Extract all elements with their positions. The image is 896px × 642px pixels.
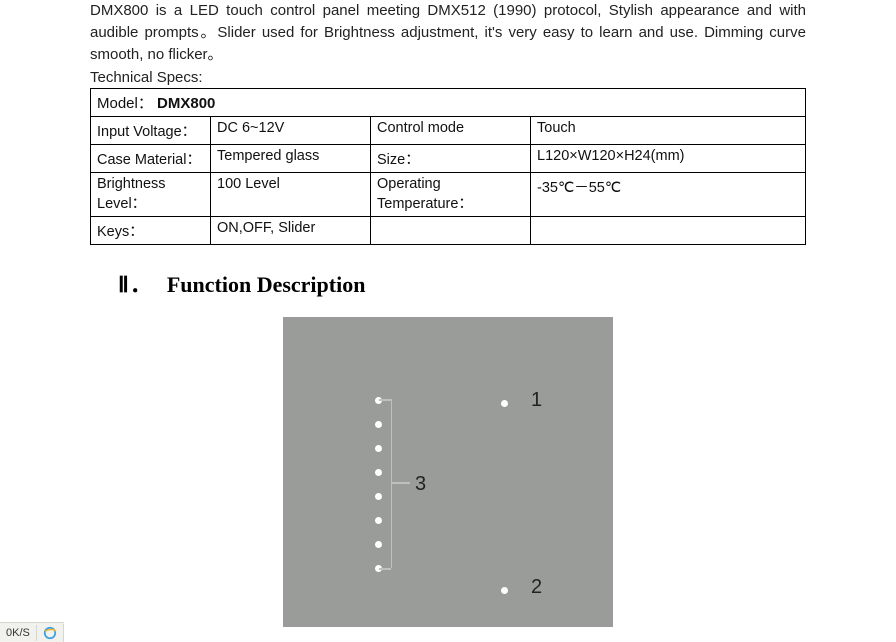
model-value: DMX800 [157,95,215,112]
status-speed: 0K/S [0,625,37,641]
slider-dot [375,541,382,548]
bracket-stub [379,399,391,401]
intro-text: DMX800 is a LED touch control panel meet… [90,0,806,65]
slider-dot [375,517,382,524]
diagram-label: 3 [415,473,426,496]
specs-table: Model： DMX800 Input Voltage： DC 6~12V Co… [90,88,806,245]
specs-label: Technical Specs: [90,69,806,86]
cell [531,217,806,245]
slider-dot [375,421,382,428]
bracket-line [391,399,392,568]
marker-dot [501,400,508,407]
cell [371,217,531,245]
cell: Touch [531,117,806,145]
table-row: Case Material： Tempered glass Size： L120… [91,145,806,173]
section-roman: Ⅱ． [118,272,153,297]
table-row: Brightness Level： 100 Level Operating Te… [91,173,806,217]
model-row: Model： DMX800 [91,89,806,117]
bracket-stub [379,568,391,570]
status-text: 0K/S [6,627,30,639]
cell: Case Material： [91,145,211,173]
status-ie [37,624,64,642]
model-label: Model： [97,95,153,112]
table-row: Input Voltage： DC 6~12V Control mode Tou… [91,117,806,145]
slider-dot [375,493,382,500]
diagram-label: 2 [531,576,542,599]
cell: 100 Level [211,173,371,217]
cell: Size： [371,145,531,173]
cell: ON,OFF, Slider [211,217,371,245]
cell: Control mode [371,117,531,145]
section-heading: Ⅱ． Function Description [118,267,806,299]
cell: Brightness Level： [91,173,211,217]
cell: Tempered glass [211,145,371,173]
section-title: Function Description [167,272,366,297]
cell: L120×W120×H24(mm) [531,145,806,173]
cell: Input Voltage： [91,117,211,145]
table-row: Keys： ON,OFF, Slider [91,217,806,245]
cell: -35℃－55℃ [531,173,806,217]
status-bar: 0K/S [0,622,64,642]
cell: DC 6~12V [211,117,371,145]
ie-icon [43,626,57,640]
diagram-label: 1 [531,389,542,412]
slider-dot [375,469,382,476]
bracket-mid [392,482,410,484]
cell: Keys： [91,217,211,245]
cell: Operating Temperature： [371,173,531,217]
function-diagram: 1 2 3 [283,317,613,627]
marker-dot [501,587,508,594]
slider-dot [375,445,382,452]
